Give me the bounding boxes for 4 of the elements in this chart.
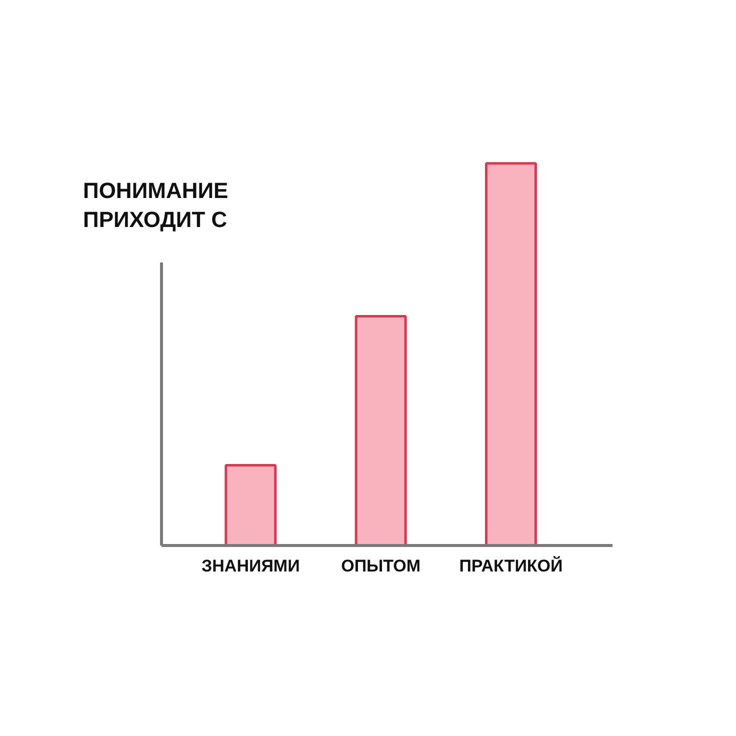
x-tick-label: ЗНАНИЯМИ <box>202 556 300 576</box>
text: ПОНИМАНИЕ ПРИХОДИТ С <box>83 177 228 234</box>
x-tick-label: ПРАКТИКОЙ <box>459 556 563 576</box>
x-tick-label: ОПЫТОМ <box>341 556 421 576</box>
